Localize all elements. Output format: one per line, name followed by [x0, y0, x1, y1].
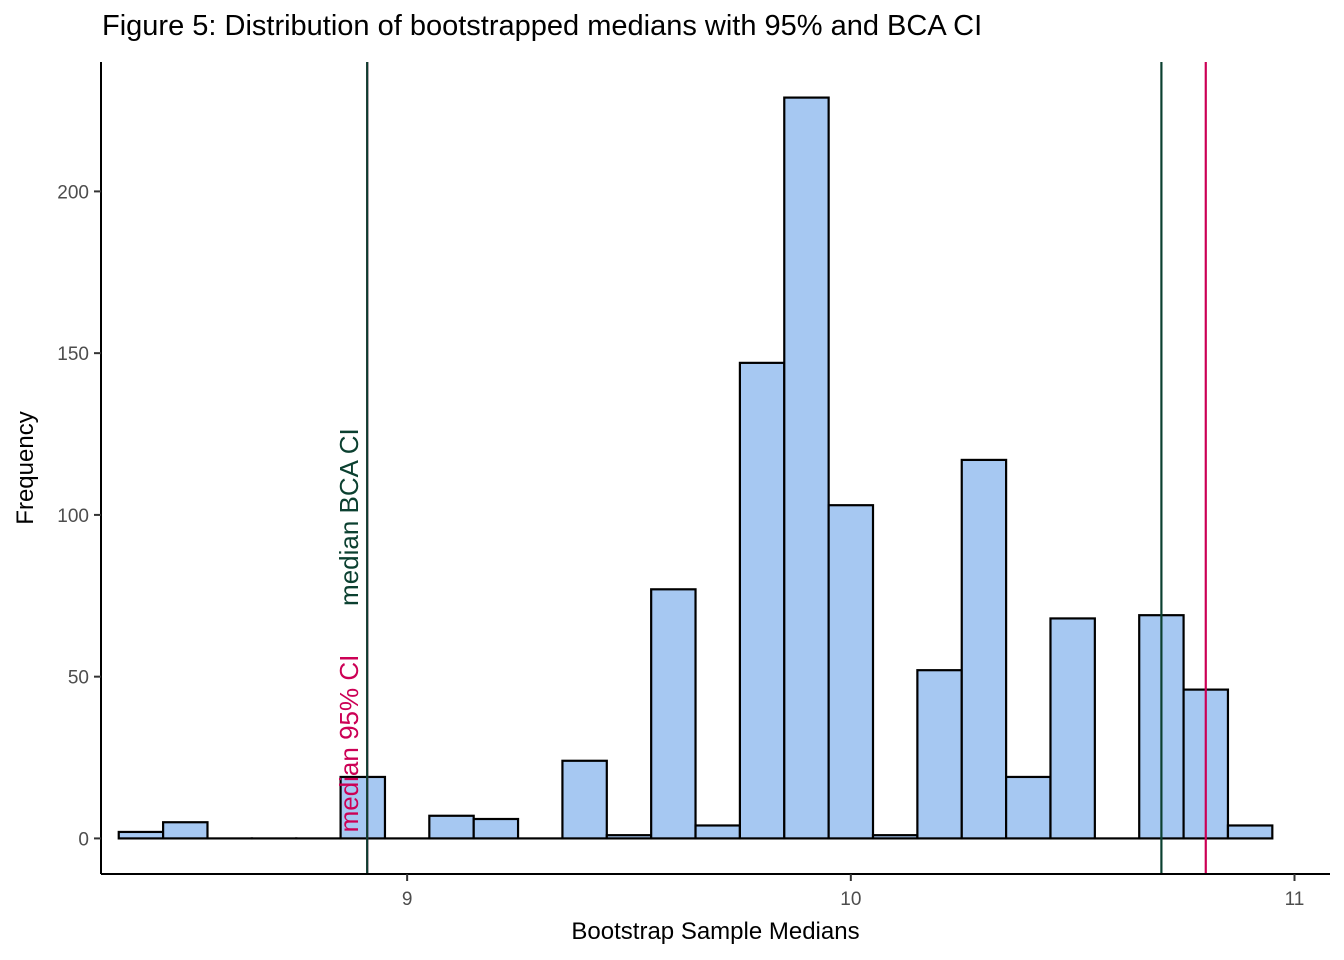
histogram-bar	[117, 830, 165, 840]
reference-lines	[366, 62, 1207, 874]
chart-title: Figure 5: Distribution of bootstrapped m…	[102, 10, 983, 42]
x-axis-ticks: 9 10 11	[402, 874, 1305, 910]
histogram-bar	[650, 588, 697, 840]
histogram-bar	[738, 361, 786, 840]
histogram-bar	[960, 458, 1008, 840]
histogram-bar	[339, 775, 387, 840]
reference-line-labels: median 95% CI median BCA CI	[334, 428, 364, 832]
histogram-bar	[1049, 617, 1096, 840]
histogram-bar	[428, 814, 475, 840]
axes	[100, 62, 1330, 875]
histogram-bar	[472, 817, 520, 840]
reference-line-label: median 95% CI	[334, 655, 364, 833]
histogram-bar	[916, 669, 963, 840]
y-tick-label: 200	[57, 182, 89, 203]
histogram-bar	[1005, 775, 1052, 840]
histogram-bars	[117, 96, 1274, 840]
y-axis-ticks: 0 50 100 150 200	[57, 182, 101, 850]
y-tick-label: 0	[78, 829, 89, 850]
y-tick-label: 100	[57, 506, 89, 527]
reference-line-label: median BCA CI	[334, 428, 364, 606]
y-tick-label: 50	[68, 668, 89, 689]
x-tick-label: 10	[840, 889, 861, 910]
histogram-bar	[694, 824, 742, 840]
histogram-bar	[871, 834, 919, 840]
y-tick-label: 150	[57, 344, 89, 365]
histogram-bar	[162, 821, 209, 840]
histogram-bar	[783, 96, 830, 840]
histogram-bar	[1226, 824, 1274, 840]
histogram-bar	[827, 504, 875, 840]
histogram-bar	[561, 759, 608, 840]
x-tick-label: 11	[1285, 889, 1305, 910]
histogram-bar	[605, 834, 653, 840]
x-tick-label: 9	[402, 889, 413, 910]
x-axis-title: Bootstrap Sample Medians	[571, 918, 859, 945]
y-axis-title: Frequency	[12, 411, 39, 524]
